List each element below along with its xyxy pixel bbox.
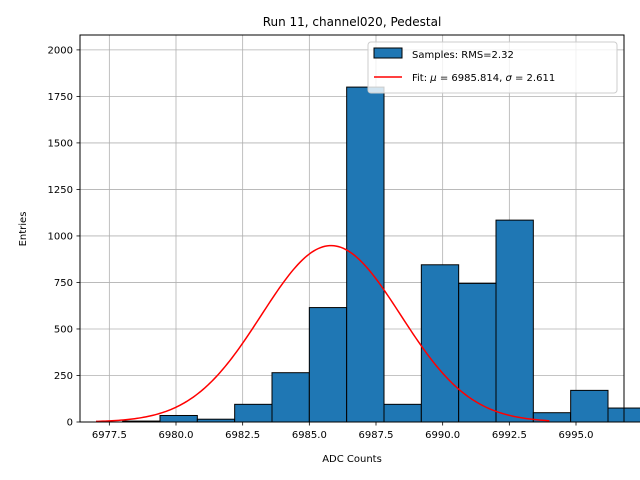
histogram-bar bbox=[495, 219, 534, 423]
fit-curve-group bbox=[95, 244, 550, 423]
x-tick-label: 6987.5 bbox=[359, 430, 394, 441]
legend-box bbox=[367, 41, 618, 94]
x-tick-label: 6977.5 bbox=[92, 430, 127, 441]
legend-samples-swatch bbox=[373, 47, 403, 59]
histogram-bar bbox=[308, 307, 348, 423]
x-axis-label: ADC Counts bbox=[322, 454, 382, 465]
histogram-bar bbox=[234, 403, 273, 423]
y-tick-label: 1500 bbox=[48, 138, 73, 149]
y-tick-label: 750 bbox=[54, 278, 73, 289]
chart-title: Run 11, channel020, Pedestal bbox=[263, 15, 442, 29]
x-tick-label: 6982.5 bbox=[225, 430, 260, 441]
x-tick-label: 6992.5 bbox=[492, 430, 527, 441]
x-tick-label: 6990.0 bbox=[425, 430, 460, 441]
histogram-bar bbox=[271, 372, 310, 423]
histogram-bar bbox=[420, 264, 460, 423]
histogram-bar bbox=[570, 389, 609, 423]
y-tick-label: 250 bbox=[54, 371, 73, 382]
histogram-bar bbox=[383, 403, 422, 423]
x-tick-label: 6985.0 bbox=[292, 430, 327, 441]
x-tick-label: 6995.0 bbox=[559, 430, 594, 441]
plot-frame bbox=[79, 34, 625, 423]
legend: Samples: RMS=2.32 Fit: μ = 6985.814, σ =… bbox=[367, 41, 618, 94]
y-tick-label: 0 bbox=[67, 418, 73, 429]
y-axis-label: Entries bbox=[18, 212, 29, 247]
y-tick-label: 1250 bbox=[48, 185, 73, 196]
legend-samples-label: Samples: RMS=2.32 bbox=[412, 50, 514, 61]
histogram-bar bbox=[458, 282, 497, 423]
x-tick-label: 6980.0 bbox=[159, 430, 194, 441]
y-axis-ticks: 0 250 500 750 1000 1250 1500 1750 2000 bbox=[48, 45, 80, 429]
fit-curve bbox=[95, 244, 550, 423]
y-tick-label: 1000 bbox=[48, 231, 73, 242]
y-tick-label: 2000 bbox=[48, 45, 73, 56]
y-tick-label: 500 bbox=[54, 324, 73, 335]
y-tick-label: 1750 bbox=[48, 92, 73, 103]
histogram-bar bbox=[159, 414, 198, 423]
histogram-bars bbox=[122, 86, 640, 423]
x-axis-ticks: 6977.5 6980.0 6982.5 6985.0 6987.5 6990.0 6992… bbox=[92, 422, 594, 441]
legend-fit-label: Fit: μ = 6985.814, σ = 2.611 bbox=[412, 73, 555, 84]
